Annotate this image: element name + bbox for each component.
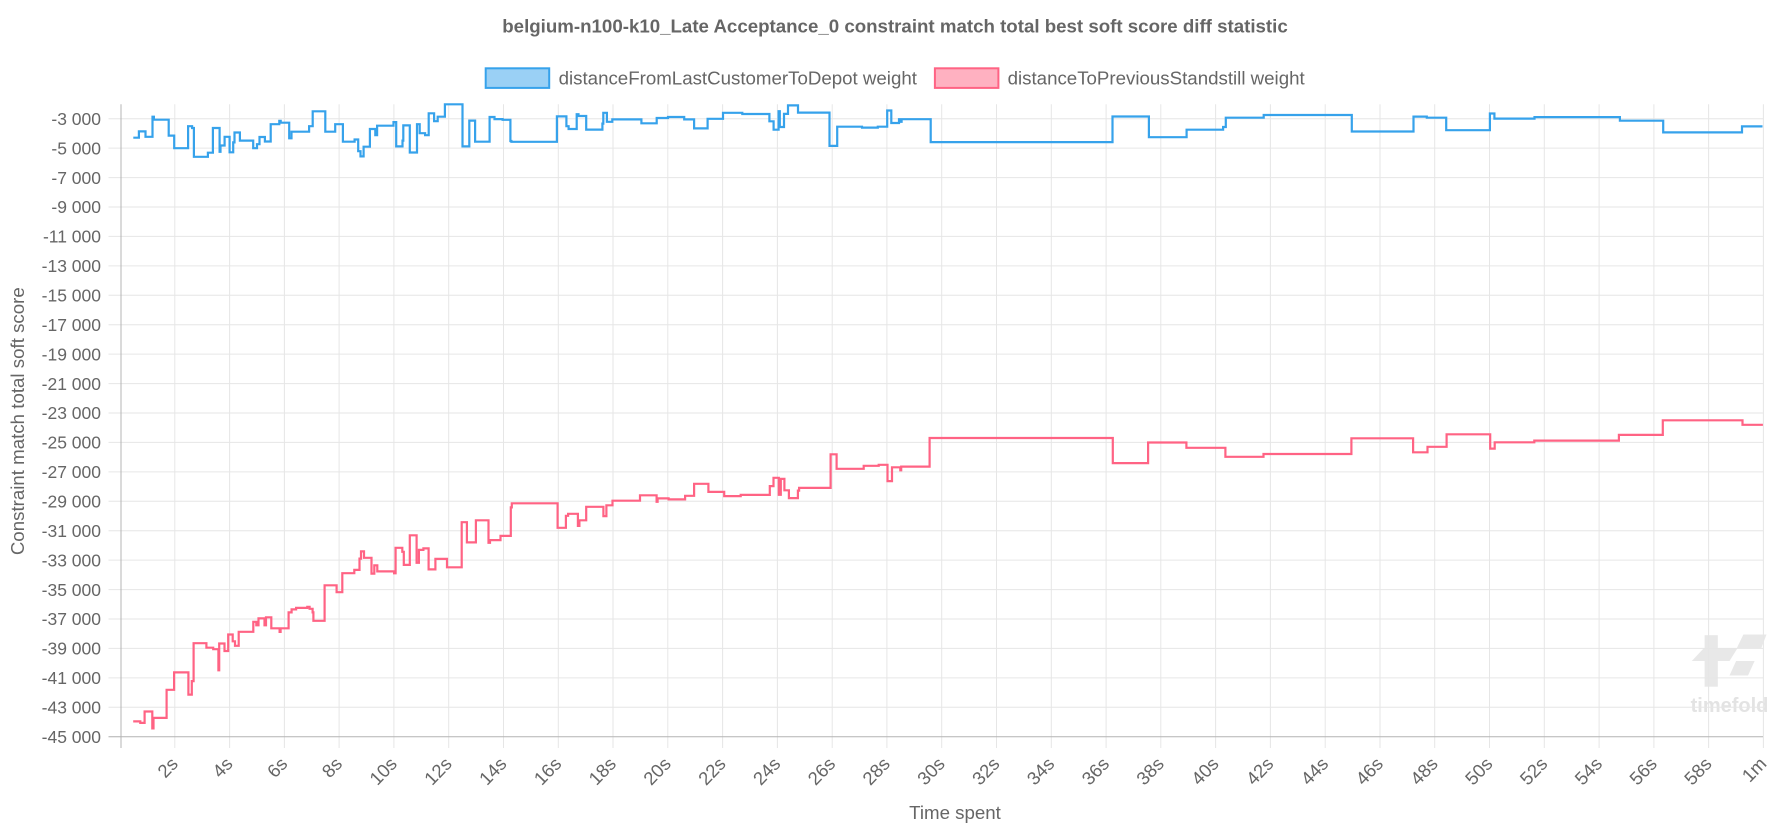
svg-text:-9 000: -9 000 xyxy=(51,197,101,217)
svg-text:-17 000: -17 000 xyxy=(42,315,102,335)
svg-text:timefold: timefold xyxy=(1691,695,1769,717)
svg-text:-35 000: -35 000 xyxy=(42,580,102,600)
svg-text:belgium-n100-k10_Late Acceptan: belgium-n100-k10_Late Acceptance_0 const… xyxy=(502,16,1287,37)
svg-text:-27 000: -27 000 xyxy=(42,462,102,482)
svg-text:-25 000: -25 000 xyxy=(42,433,102,453)
svg-text:-31 000: -31 000 xyxy=(42,521,102,541)
svg-text:-45 000: -45 000 xyxy=(42,727,102,747)
svg-text:-19 000: -19 000 xyxy=(42,344,102,364)
svg-text:-33 000: -33 000 xyxy=(42,550,102,570)
svg-text:-23 000: -23 000 xyxy=(42,403,102,423)
svg-text:-41 000: -41 000 xyxy=(42,668,102,688)
svg-text:Constraint match total soft sc: Constraint match total soft score xyxy=(7,287,28,555)
svg-text:-5 000: -5 000 xyxy=(51,138,101,158)
svg-text:-13 000: -13 000 xyxy=(42,256,102,276)
svg-text:-29 000: -29 000 xyxy=(42,492,102,512)
svg-text:-39 000: -39 000 xyxy=(42,639,102,659)
svg-text:-43 000: -43 000 xyxy=(42,698,102,718)
svg-text:distanceToPreviousStandstill w: distanceToPreviousStandstill weight xyxy=(1008,68,1306,89)
svg-text:-15 000: -15 000 xyxy=(42,286,102,306)
svg-text:-7 000: -7 000 xyxy=(51,168,101,188)
svg-text:-21 000: -21 000 xyxy=(42,374,102,394)
svg-text:Time spent: Time spent xyxy=(909,802,1002,823)
svg-text:-3 000: -3 000 xyxy=(51,109,101,129)
svg-text:-11 000: -11 000 xyxy=(43,227,101,247)
svg-text:distanceFromLastCustomerToDepo: distanceFromLastCustomerToDepot weight xyxy=(559,68,918,89)
svg-text:-37 000: -37 000 xyxy=(42,609,102,629)
